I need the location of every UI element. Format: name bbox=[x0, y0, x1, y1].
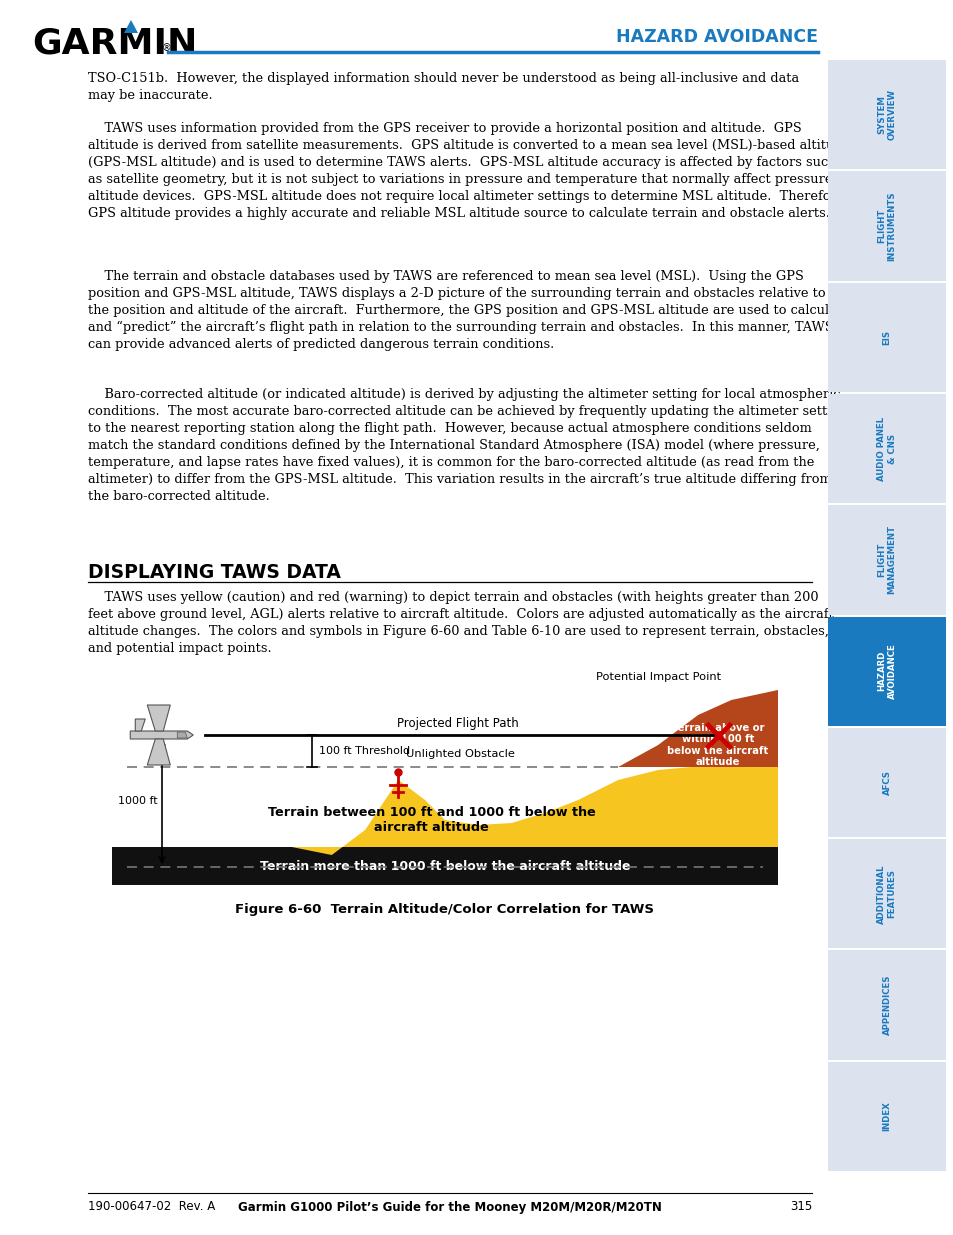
Text: Projected Flight Path: Projected Flight Path bbox=[397, 718, 518, 730]
Bar bbox=[827, 172, 945, 280]
Text: AFCS: AFCS bbox=[882, 769, 890, 795]
Text: AUDIO PANEL
& CNS: AUDIO PANEL & CNS bbox=[877, 416, 896, 480]
Text: Terrain between 100 ft and 1000 ft below the
aircraft altitude: Terrain between 100 ft and 1000 ft below… bbox=[268, 806, 595, 834]
Bar bbox=[827, 839, 945, 948]
Text: HAZARD AVOIDANCE: HAZARD AVOIDANCE bbox=[616, 28, 817, 46]
Text: ®: ® bbox=[162, 43, 172, 53]
Polygon shape bbox=[177, 732, 187, 739]
Text: FLIGHT
INSTRUMENTS: FLIGHT INSTRUMENTS bbox=[877, 191, 896, 261]
Polygon shape bbox=[112, 690, 778, 855]
Text: 1000 ft: 1000 ft bbox=[118, 797, 158, 806]
Text: 100 ft Threshold: 100 ft Threshold bbox=[318, 746, 410, 756]
Polygon shape bbox=[131, 731, 193, 739]
Text: Figure 6-60  Terrain Altitude/Color Correlation for TAWS: Figure 6-60 Terrain Altitude/Color Corre… bbox=[235, 903, 654, 916]
Text: Potential Impact Point: Potential Impact Point bbox=[595, 672, 720, 682]
Bar bbox=[827, 616, 945, 726]
Text: Baro-corrected altitude (or indicated altitude) is derived by adjusting the alti: Baro-corrected altitude (or indicated al… bbox=[88, 388, 847, 503]
Bar bbox=[827, 951, 945, 1060]
Polygon shape bbox=[124, 20, 138, 33]
Polygon shape bbox=[135, 719, 145, 731]
Text: APPENDICES: APPENDICES bbox=[882, 974, 890, 1035]
Bar bbox=[827, 505, 945, 615]
Text: FLIGHT
MANAGEMENT: FLIGHT MANAGEMENT bbox=[877, 525, 896, 594]
Bar bbox=[827, 1062, 945, 1171]
Bar bbox=[827, 394, 945, 503]
Bar bbox=[827, 283, 945, 391]
Bar bbox=[827, 727, 945, 837]
Text: 190-00647-02  Rev. A: 190-00647-02 Rev. A bbox=[88, 1200, 215, 1214]
Bar bbox=[112, 847, 778, 885]
Text: SYSTEM
OVERVIEW: SYSTEM OVERVIEW bbox=[877, 89, 896, 140]
Text: Terrain more than 1000 ft below the aircraft altitude: Terrain more than 1000 ft below the airc… bbox=[259, 860, 630, 872]
Text: GARMIN: GARMIN bbox=[32, 26, 197, 61]
Text: TAWS uses yellow (caution) and red (warning) to depict terrain and obstacles (wi: TAWS uses yellow (caution) and red (warn… bbox=[88, 592, 833, 655]
Polygon shape bbox=[618, 690, 778, 767]
Text: HAZARD
AVOIDANCE: HAZARD AVOIDANCE bbox=[877, 643, 896, 699]
Text: The terrain and obstacle databases used by TAWS are referenced to mean sea level: The terrain and obstacle databases used … bbox=[88, 270, 849, 351]
Text: EIS: EIS bbox=[882, 330, 890, 345]
Text: INDEX: INDEX bbox=[882, 1102, 890, 1131]
Text: TSO-C151b.  However, the displayed information should never be understood as bei: TSO-C151b. However, the displayed inform… bbox=[88, 72, 799, 103]
Text: TAWS uses information provided from the GPS receiver to provide a horizontal pos: TAWS uses information provided from the … bbox=[88, 122, 849, 220]
Bar bbox=[827, 61, 945, 169]
Polygon shape bbox=[147, 739, 170, 764]
Text: Terrain above or
within 100 ft
below the aircraft
altitude: Terrain above or within 100 ft below the… bbox=[667, 722, 768, 767]
Text: ADDITIONAL
FEATURES: ADDITIONAL FEATURES bbox=[877, 864, 896, 924]
Text: DISPLAYING TAWS DATA: DISPLAYING TAWS DATA bbox=[88, 563, 340, 582]
Text: Unlighted Obstacle: Unlighted Obstacle bbox=[406, 748, 515, 760]
Text: Garmin G1000 Pilot’s Guide for the Mooney M20M/M20R/M20TN: Garmin G1000 Pilot’s Guide for the Moone… bbox=[238, 1200, 661, 1214]
Text: 315: 315 bbox=[789, 1200, 811, 1214]
Polygon shape bbox=[147, 705, 170, 731]
